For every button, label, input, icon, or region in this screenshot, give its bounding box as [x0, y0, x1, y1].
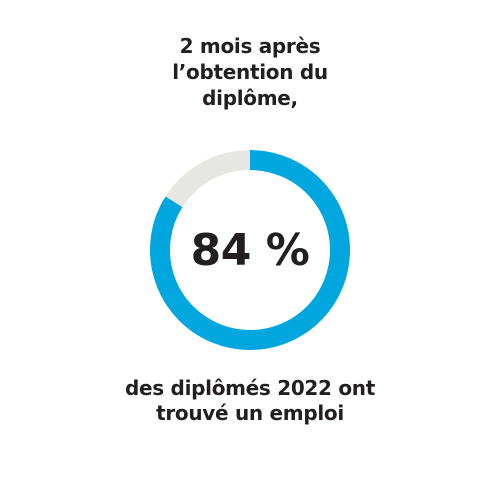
- percentage-label: 84 %: [190, 224, 310, 276]
- caption-line-2: trouvé un emploi: [156, 401, 344, 425]
- heading-line-3: diplôme,: [202, 86, 298, 110]
- caption-line-1: des diplômés 2022 ont: [125, 376, 375, 400]
- donut-chart: [150, 150, 350, 350]
- chart-heading: 2 mois après l’obtention du diplôme,: [0, 33, 500, 111]
- chart-caption: des diplômés 2022 ont trouvé un emploi: [0, 376, 500, 426]
- donut-svg: [150, 150, 350, 350]
- donut-slice-employed: [150, 150, 350, 350]
- donut-slice-remaining: [165, 150, 251, 208]
- heading-line-2: l’obtention du: [172, 60, 328, 84]
- heading-line-1: 2 mois après: [179, 34, 321, 58]
